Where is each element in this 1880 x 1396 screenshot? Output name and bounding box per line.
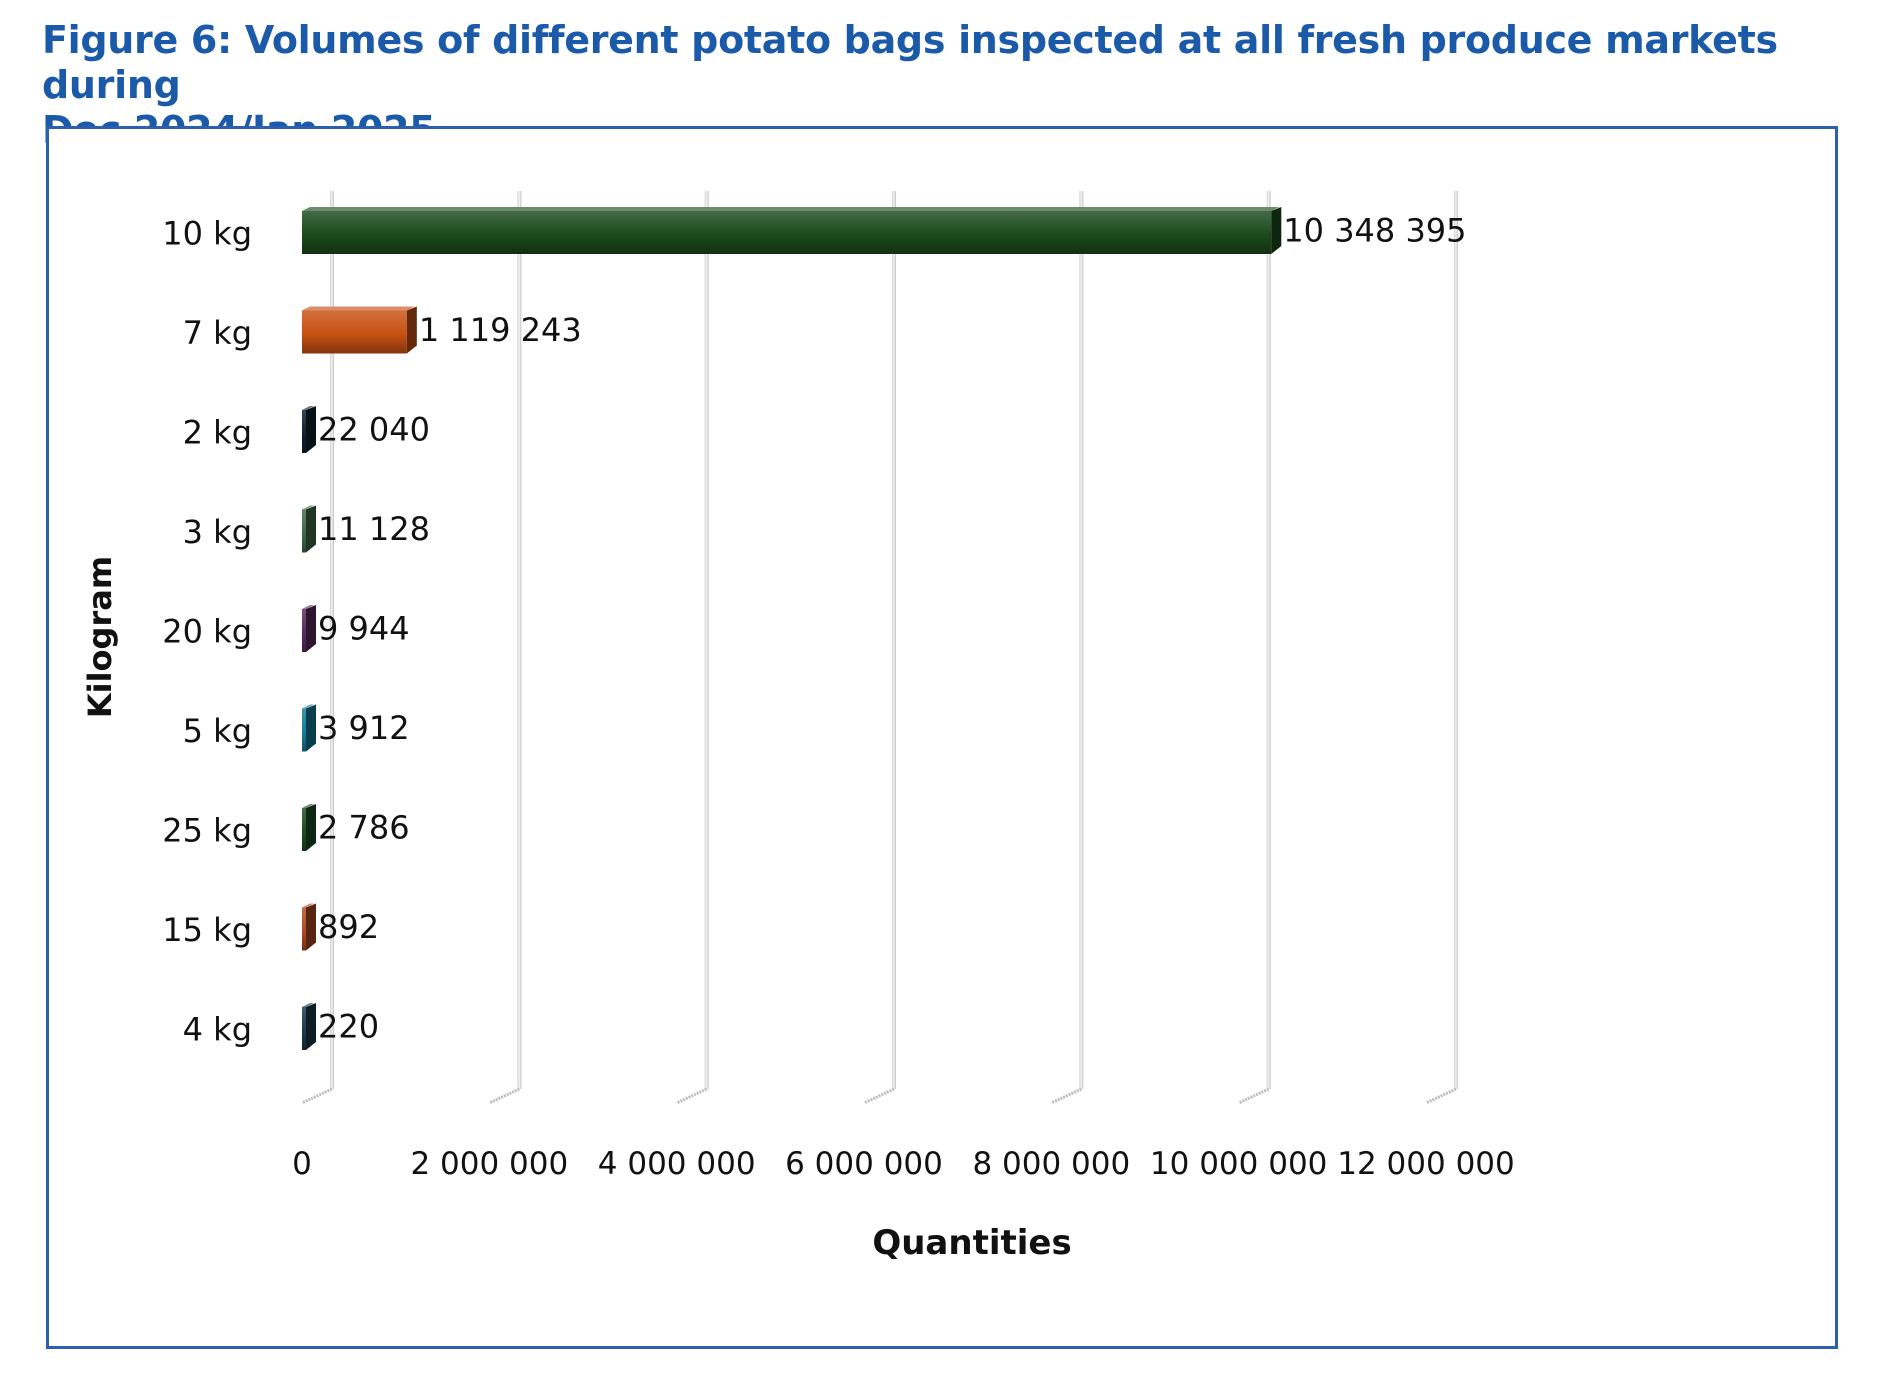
bar-end: [306, 903, 316, 951]
x-tick-label: 8 000 000: [972, 1146, 1130, 1182]
bar-top: [302, 505, 314, 510]
bar: [302, 1003, 316, 1050]
y-tick-label: 2 kg: [183, 414, 252, 452]
y-tick-label: 3 kg: [183, 513, 252, 551]
gridline-floor: [301, 1087, 333, 1105]
data-label: 1 119 243: [419, 311, 582, 349]
bar-end: [306, 505, 316, 553]
gridline: [1454, 191, 1458, 1089]
bar-front: [302, 509, 306, 553]
data-label: 220: [318, 1008, 379, 1046]
bar: [302, 406, 316, 453]
gridline-floor: [676, 1087, 708, 1105]
gridline: [892, 191, 896, 1089]
y-tick-label: 7 kg: [183, 314, 252, 352]
x-tick-label: 4 000 000: [598, 1146, 756, 1182]
bar-top: [302, 306, 415, 311]
y-tick-label: 4 kg: [183, 1011, 252, 1049]
bar-front: [302, 609, 306, 652]
gridline: [517, 191, 522, 1089]
bar-front: [302, 211, 1272, 254]
bar: [302, 704, 316, 752]
bar-end: [306, 406, 316, 453]
bar: [302, 605, 316, 652]
bar-front: [302, 708, 306, 752]
bar-top: [302, 406, 314, 410]
bar-top: [302, 1003, 314, 1007]
gridline-floor: [1238, 1087, 1270, 1105]
figure-title-line-1: Figure 6: Volumes of different potato ba…: [42, 18, 1778, 107]
gridline: [1266, 191, 1271, 1089]
x-axis-title: Quantities: [872, 1223, 1071, 1263]
data-label: 9 944: [318, 610, 410, 648]
gridline-floor: [1425, 1087, 1457, 1105]
gridline: [330, 191, 334, 1089]
y-tick-label: 10 kg: [162, 215, 252, 253]
bar-front: [302, 907, 306, 951]
bar-top: [302, 903, 314, 908]
bar: [302, 804, 316, 851]
y-tick-label: 25 kg: [162, 812, 252, 850]
bar-top: [302, 605, 314, 609]
bar-front: [302, 1007, 306, 1050]
bar-front: [302, 808, 306, 851]
bar-chart: 0 2 000 000 4 000 000 6 000 000 8 000 000 10 …: [81, 191, 1515, 1263]
gridline: [704, 191, 709, 1089]
bar: [302, 505, 316, 553]
bar-end: [306, 1003, 316, 1050]
bar-end: [406, 306, 417, 354]
bar-top: [302, 207, 1280, 211]
bar-front: [302, 310, 407, 354]
bar-top: [302, 704, 314, 709]
x-tick-label: 2 000 000: [410, 1146, 568, 1182]
data-label: 10 348 395: [1283, 212, 1466, 250]
x-tick-label: 0: [292, 1146, 312, 1182]
gridline-floor: [863, 1087, 895, 1105]
bar-end: [306, 704, 316, 752]
gridline: [1079, 191, 1084, 1089]
data-label: 22 040: [318, 411, 430, 449]
bar-end: [306, 605, 316, 652]
bar: [302, 207, 1282, 254]
bar-end: [306, 804, 316, 851]
bar-front: [302, 410, 306, 453]
data-label: 892: [318, 908, 379, 946]
y-tick-label: 5 kg: [183, 712, 252, 750]
data-label: 3 912: [318, 709, 410, 747]
gridline-floor: [1050, 1087, 1082, 1105]
y-tick-label: 20 kg: [162, 613, 252, 651]
x-tick-label: 10 000 000: [1150, 1146, 1328, 1182]
bar-end: [1271, 207, 1282, 254]
y-tick-label: 15 kg: [162, 911, 252, 949]
x-tick-label: 6 000 000: [785, 1146, 943, 1182]
bar: [302, 306, 417, 354]
chart-frame: 0 2 000 000 4 000 000 6 000 000 8 000 000 10 …: [46, 126, 1838, 1349]
gridline-floor: [488, 1087, 520, 1105]
bar: [302, 903, 316, 951]
data-label: 11 128: [318, 510, 430, 548]
x-tick-label: 12 000 000: [1337, 1146, 1515, 1182]
y-axis-title: Kilogram: [81, 556, 119, 718]
data-label: 2 786: [318, 809, 410, 847]
bar-top: [302, 804, 314, 808]
